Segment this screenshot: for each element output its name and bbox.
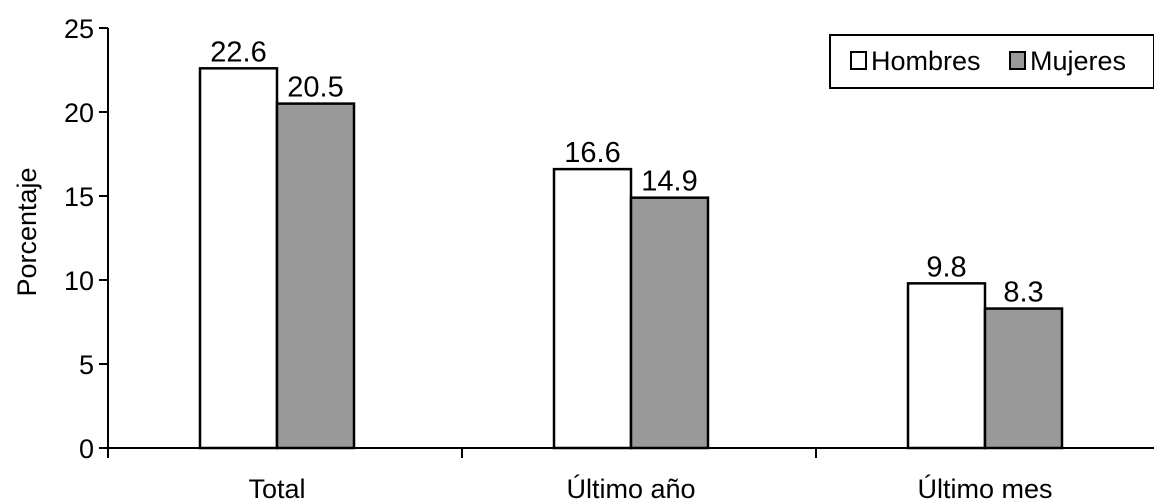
x-tick-label: Último año — [566, 473, 695, 503]
bar-hombres — [552, 167, 633, 450]
data-label-hombres: 22.6 — [210, 36, 266, 68]
y-tick-label: 5 — [79, 350, 94, 380]
bar-mujeres — [983, 307, 1064, 450]
y-tick-label: 15 — [64, 182, 94, 212]
y-tick-label: 20 — [64, 98, 94, 128]
x-axis-ticks: Total Último año Último mes — [107, 448, 1053, 503]
data-label-hombres: 16.6 — [564, 137, 620, 169]
bar-mujeres — [275, 102, 356, 450]
legend-frame — [829, 34, 1154, 89]
data-label-mujeres: 14.9 — [641, 166, 697, 198]
y-axis-ticks: 0 5 10 15 20 25 — [64, 14, 108, 464]
bar-mujeres — [629, 196, 710, 450]
y-tick-label: 25 — [64, 14, 94, 44]
bar-hombres — [906, 282, 987, 450]
x-tick-label: Total — [248, 474, 305, 503]
legend-label-hombres: Hombres — [871, 46, 981, 76]
y-axis-title: Porcentaje — [12, 167, 42, 296]
data-label-mujeres: 8.3 — [1003, 277, 1043, 309]
x-tick-label: Último mes — [917, 473, 1052, 503]
legend-swatch-hombres — [850, 51, 867, 70]
y-tick-label: 0 — [79, 434, 94, 464]
data-label-mujeres: 20.5 — [287, 72, 343, 104]
legend-swatch-mujeres — [1009, 51, 1026, 70]
legend: Hombres Mujeres — [829, 34, 1154, 89]
bars — [198, 67, 1064, 450]
bar-hombres — [198, 67, 279, 450]
data-label-hombres: 9.8 — [926, 251, 966, 283]
y-tick-label: 10 — [64, 266, 94, 296]
legend-label-mujeres: Mujeres — [1030, 46, 1126, 76]
value-labels: 22.6 20.5 16.6 14.9 9.8 8.3 — [210, 36, 1043, 308]
